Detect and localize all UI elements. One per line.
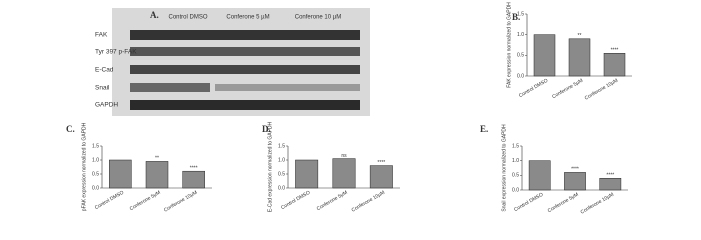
significance: ****: [377, 160, 385, 166]
bar: [369, 165, 393, 189]
chart: C. pFAK expression normalized to GAPDH 0.0…: [66, 122, 212, 214]
row-label: E-Cad: [95, 67, 114, 74]
y-axis-label: Snail expression normalized to GAPDH: [501, 124, 507, 212]
x-tick-label: Control DMSO: [94, 190, 125, 212]
column-header: Conferone 5 µM: [226, 15, 269, 21]
panel-label: B.: [512, 12, 520, 22]
y-tick-label: 0.5: [517, 53, 524, 59]
y-tick-label: 0.0: [92, 185, 99, 191]
y-tick-label: 1.0: [517, 32, 524, 38]
band: [130, 83, 210, 92]
significance: ****: [190, 166, 198, 172]
band: [130, 100, 360, 110]
band: [130, 65, 360, 74]
y-axis-label: E-Cad expression normalized to GAPDH: [267, 121, 273, 212]
row-label: Tyr 397 p-FAK: [95, 49, 137, 56]
chart: E. Snail expression normalized to GAPDH 0.…: [480, 124, 628, 216]
band: [130, 47, 360, 56]
x-tick-label: Control DMSO: [280, 190, 311, 212]
bar: [109, 159, 132, 189]
y-tick-label: 0.5: [512, 173, 519, 179]
significance: **: [155, 156, 159, 162]
panel-label: D.: [262, 124, 271, 134]
y-tick-label: 0.5: [92, 171, 99, 177]
bar: [568, 38, 591, 77]
bar: [182, 170, 205, 189]
row-label: Snail: [95, 85, 110, 92]
x-tick-label: Control DMSO: [518, 78, 549, 100]
bar: [295, 159, 319, 189]
figure: A. Control DMSO Conferone 5 µM Conferone…: [66, 2, 632, 216]
y-axis-label: FAK expression normalized to GAPDH: [506, 2, 512, 88]
x-tick-label: Conferone 10µM: [584, 78, 619, 102]
bar: [533, 34, 556, 77]
y-tick-label: 1.0: [278, 157, 285, 163]
bar: [603, 53, 626, 77]
significance: ****: [571, 167, 579, 173]
y-tick-label: 1.5: [92, 143, 99, 149]
significance: ns: [341, 153, 347, 159]
panel-label: E.: [480, 124, 488, 134]
bar: [332, 158, 356, 189]
row-label: GAPDH: [95, 102, 118, 109]
column-header: Conferone 10 µM: [295, 15, 341, 21]
bar: [145, 161, 169, 189]
y-axis-label: pFAK expression normalized to GAPDH: [81, 122, 87, 211]
panel-label: C.: [66, 124, 75, 134]
bar: [564, 172, 586, 191]
y-tick-label: 0.5: [278, 171, 285, 177]
band: [215, 84, 360, 91]
x-tick-label: Conferone 10µM: [580, 192, 615, 216]
blot-panel: A. Control DMSO Conferone 5 µM Conferone…: [95, 8, 370, 116]
x-tick-label: Conferone 10µM: [163, 190, 198, 214]
panel-label: A.: [150, 10, 159, 20]
y-tick-label: 0.0: [278, 185, 285, 191]
y-tick-label: 1.5: [512, 143, 519, 149]
x-tick-label: Conferone 5µM: [547, 192, 580, 214]
y-tick-label: 1.0: [512, 158, 519, 164]
band: [130, 30, 360, 40]
x-tick-label: Conferone 5µM: [316, 190, 349, 212]
bar: [599, 178, 622, 191]
y-tick-label: 1.0: [92, 157, 99, 163]
y-tick-label: 1.5: [278, 143, 285, 149]
significance: ****: [611, 48, 619, 54]
y-tick-label: 1.5: [517, 11, 524, 17]
significance: ****: [606, 173, 614, 179]
significance: **: [578, 33, 582, 39]
column-header: Control DMSO: [168, 15, 207, 21]
chart: D.E-Cad expression normalized to GAPDH 0.…: [262, 121, 400, 214]
bar: [528, 160, 551, 191]
x-tick-label: Conferone 5µM: [129, 190, 162, 212]
blot-image: [112, 8, 370, 116]
chart: B.FAK expression normalized to GAPDH 0.0 0…: [506, 2, 632, 102]
x-tick-label: Conferone 5µM: [551, 78, 584, 100]
y-tick-label: 0.0: [517, 73, 524, 79]
x-tick-label: Control DMSO: [513, 192, 544, 214]
x-tick-label: Conferone 10µM: [351, 190, 386, 214]
row-label: FAK: [95, 32, 108, 39]
y-tick-label: 0.0: [512, 187, 519, 193]
